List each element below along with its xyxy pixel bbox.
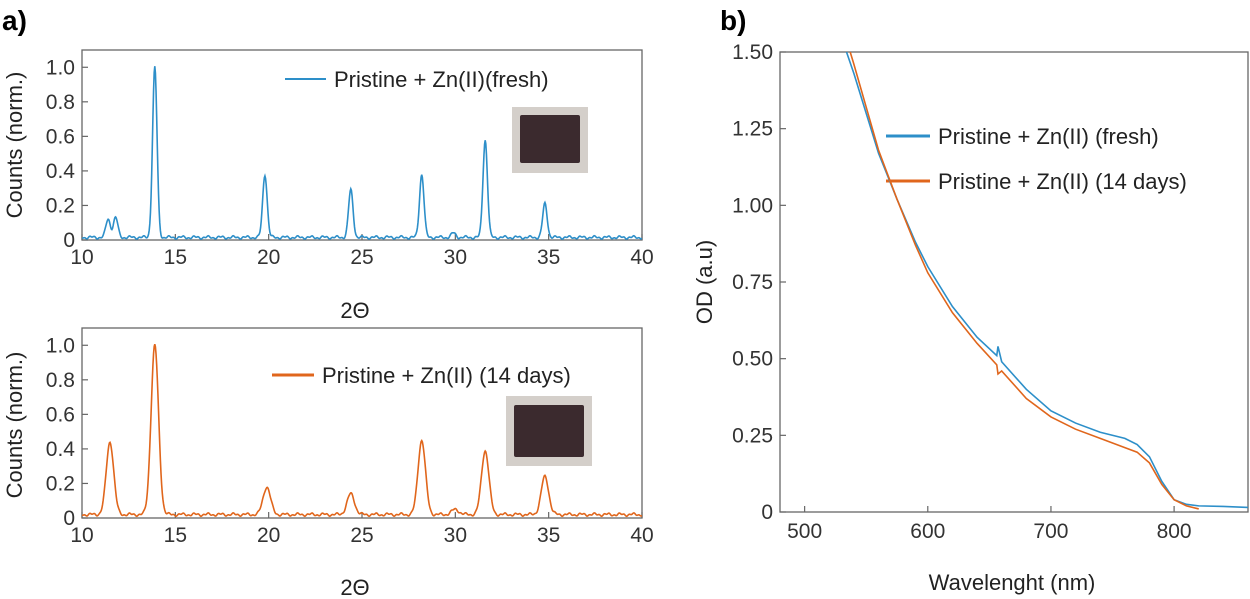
xrd-fresh-ytick-label: 0.2: [46, 194, 75, 217]
absorbance-ylabel: OD (a.u): [692, 240, 717, 324]
absorbance-ytick-label: 0: [761, 501, 773, 524]
xrd-aged-ytick-label: 0.6: [46, 403, 75, 426]
absorbance-legend-label-fresh: Pristine + Zn(II) (fresh): [938, 124, 1159, 149]
xrd-aged-xtick-label: 15: [164, 524, 187, 547]
xrd-fresh-xtick-label: 20: [257, 246, 280, 269]
xrd-aged-xtick-label: 10: [70, 524, 93, 547]
absorbance-xtick-label: 500: [787, 520, 822, 543]
absorbance-ytick-label: 0.50: [732, 348, 773, 371]
xrd-fresh-ytick-label: 0: [63, 229, 75, 252]
xrd-aged-chart: 2Θ Counts (norm.) Pristine + Zn(II) (14 …: [2, 327, 654, 599]
absorbance-ytick-label: 1.50: [732, 41, 773, 64]
xrd-fresh-ytick-label: 0.4: [46, 160, 76, 183]
xrd-fresh-xtick-label: 30: [444, 246, 467, 269]
absorbance-ytick-label: 1.00: [732, 194, 773, 217]
xrd-aged-xtick-label: 20: [257, 524, 280, 547]
xrd-fresh-ytick-label: 0.8: [46, 91, 75, 114]
absorbance-ytick-label: 0.75: [732, 271, 773, 294]
xrd-aged-ytick-label: 1.0: [46, 334, 75, 357]
absorbance-series-line-0: [845, 52, 1248, 509]
absorbance-xtick-label: 600: [910, 520, 945, 543]
xrd-fresh-xtick-label: 25: [350, 246, 373, 269]
xrd-fresh-xtick-label: 40: [630, 246, 653, 269]
xrd-aged-series-line-0: [82, 344, 642, 518]
xrd-aged-legend-label: Pristine + Zn(II) (14 days): [322, 363, 571, 388]
absorbance-plot-frame: [779, 51, 1249, 513]
xrd-aged-ytick-label: 0.4: [46, 438, 76, 461]
xrd-aged-ytick-label: 0: [63, 507, 75, 530]
xrd-fresh-xlabel: 2Θ: [340, 298, 369, 323]
panel-label-a: a): [2, 5, 27, 36]
absorbance-ytick-label: 0.25: [732, 424, 773, 447]
xrd-aged-sample-photo: [506, 396, 592, 466]
absorbance-ytick-label: 1.25: [732, 118, 773, 141]
xrd-aged-ytick-label: 0.2: [46, 472, 75, 495]
panel-label-b: b): [720, 5, 746, 36]
absorbance-chart: Wavelenght (nm) OD (a.u) Pristine + Zn(I…: [692, 41, 1249, 595]
xrd-fresh-legend-label: Pristine + Zn(II)(fresh): [334, 67, 549, 92]
absorbance-series-line-1: [849, 52, 1199, 510]
xrd-fresh-xtick-label: 10: [70, 246, 93, 269]
absorbance-legend-label-aged: Pristine + Zn(II) (14 days): [938, 169, 1187, 194]
absorbance-xtick-label: 800: [1157, 520, 1192, 543]
absorbance-xlabel: Wavelenght (nm): [929, 570, 1096, 595]
xrd-fresh-ytick-label: 0.6: [46, 125, 75, 148]
xrd-fresh-photo-film: [520, 115, 580, 163]
xrd-fresh-ylabel: Counts (norm.): [2, 72, 27, 219]
xrd-fresh-sample-photo: [512, 107, 588, 173]
xrd-fresh-xtick-label: 35: [537, 246, 560, 269]
xrd-aged-xtick-label: 30: [444, 524, 467, 547]
xrd-aged-photo-film: [514, 405, 584, 457]
xrd-aged-xtick-label: 40: [630, 524, 653, 547]
xrd-fresh-ytick-label: 1.0: [46, 56, 75, 79]
xrd-fresh-series-line-0: [82, 66, 642, 240]
absorbance-xtick-label: 700: [1033, 520, 1068, 543]
xrd-aged-ylabel: Counts (norm.): [2, 352, 27, 499]
xrd-aged-xtick-label: 35: [537, 524, 560, 547]
xrd-aged-ytick-label: 0.8: [46, 369, 75, 392]
xrd-aged-xtick-label: 25: [350, 524, 373, 547]
xrd-aged-xlabel: 2Θ: [340, 575, 369, 599]
xrd-fresh-xtick-label: 15: [164, 246, 187, 269]
xrd-fresh-chart: 2Θ Counts (norm.) Pristine + Zn(II)(fres…: [2, 49, 654, 323]
